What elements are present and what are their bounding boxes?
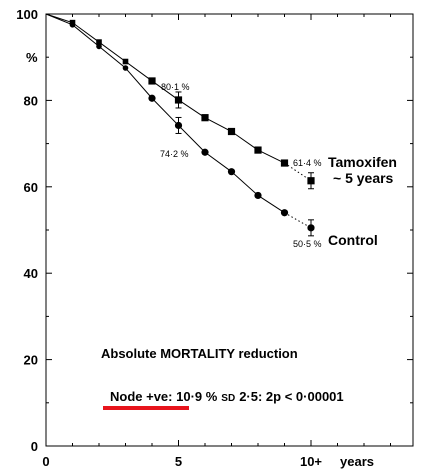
tamoxifen-point (254, 146, 262, 154)
stats-main: Node +ve: 10·9 % (110, 389, 218, 404)
x-tick-label: 5 (175, 454, 182, 469)
control-point (280, 209, 289, 217)
tamoxifen-point (122, 58, 129, 65)
tamoxifen-point (201, 114, 209, 122)
series-line (45, 13, 285, 214)
y-tick-label: 80 (24, 93, 38, 108)
axes (45, 13, 414, 447)
control-point (174, 121, 183, 130)
y-tick-label: 20 (24, 353, 38, 368)
headline: Absolute MORTALITY reduction (101, 346, 298, 361)
control-10yr-value: 50·5 % (293, 239, 322, 249)
y-tick-label: 0 (31, 439, 38, 454)
control-point (148, 94, 156, 102)
control-point (69, 22, 76, 28)
control-point (122, 65, 129, 71)
tick-labels: 0 5 10+ 0 20 40 60 80 100 (16, 7, 322, 469)
y-axis-label: % (26, 50, 38, 65)
series-line-dotted (284, 162, 312, 182)
control-point (96, 43, 102, 50)
tamoxifen-series-label: Tamoxifen (328, 154, 397, 170)
y-tick-label: 40 (24, 266, 38, 281)
tamoxifen-point (96, 39, 102, 45)
control-point (201, 148, 209, 156)
series-layer (45, 13, 315, 237)
stats-line: Node +ve: 10·9 % SD 2·5: 2p < 0·00001 (110, 389, 344, 404)
red-underline (103, 406, 189, 410)
stats-sd: SD (221, 393, 235, 404)
tamoxifen-point (280, 159, 289, 167)
tamoxifen-point (174, 96, 183, 104)
plot-frame (45, 13, 414, 447)
y-tick-label: 100 (16, 7, 38, 22)
tamoxifen-point (307, 177, 315, 185)
control-point (307, 224, 315, 232)
tamoxifen-10yr-value: 61·4 % (293, 158, 322, 168)
x-tick-label: 10+ (300, 454, 322, 469)
y-tick-label: 60 (24, 180, 38, 195)
tamoxifen-point (227, 127, 236, 136)
control-point (227, 168, 236, 176)
tamoxifen-point (148, 77, 156, 85)
x-tick-label: 0 (42, 454, 49, 469)
control-5yr-value: 74·2 % (160, 149, 189, 159)
tamoxifen-5yr-value: 80·1 % (161, 82, 190, 92)
control-point (254, 191, 262, 200)
series-line (45, 13, 285, 164)
x-axis-label: years (340, 454, 374, 469)
tamoxifen-series-label-2: ~ 5 years (333, 170, 394, 186)
series-line-dotted (284, 212, 312, 229)
control-series-label: Control (328, 232, 378, 248)
stats-rest: 2·5: 2p < 0·00001 (239, 389, 343, 404)
